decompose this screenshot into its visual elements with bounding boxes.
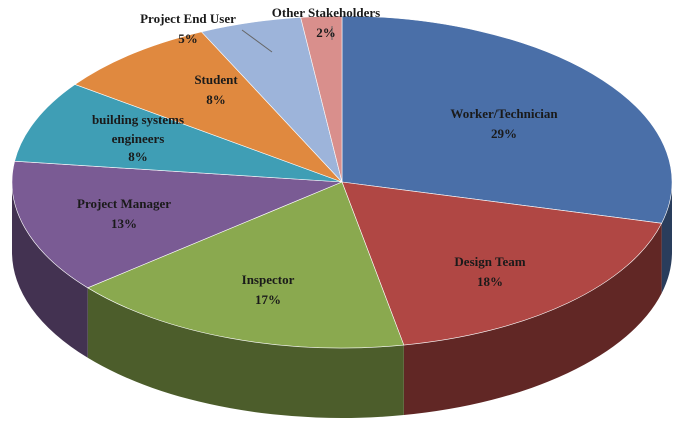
slice-side-inspector: [87, 287, 404, 418]
slice-value-label: 13%: [111, 216, 137, 231]
slice-building-systems-engineers: [14, 84, 343, 183]
slice-label-text: Student: [194, 72, 238, 87]
leader-line-project-end-user: [241, 29, 273, 53]
slice-label-inspector: Inspector 17%: [242, 272, 295, 307]
slice-project-manager: [11, 160, 343, 289]
slice-label-project-manager: Project Manager 13%: [77, 196, 171, 231]
slice-label-other-stakeholders: Other Stakeholders 2%: [272, 5, 380, 40]
leader-lines: [241, 26, 333, 53]
slice-label-text: Worker/Technician: [450, 106, 558, 121]
slice-side-worker-technician: [661, 182, 672, 294]
slice-value-label: 17%: [255, 292, 281, 307]
slice-side-project-manager: [12, 182, 88, 358]
slice-label-student: Student 8%: [194, 72, 238, 107]
pie-slices: [11, 15, 673, 349]
slice-label-building-systems-engineers: building systems engineers 8%: [92, 112, 184, 164]
slice-value-label: 8%: [128, 149, 148, 164]
slice-value-label: 29%: [491, 126, 517, 141]
pie-sides: [12, 182, 672, 418]
slice-label-text: Project End User: [140, 11, 236, 26]
slice-label-text: Other Stakeholders: [272, 5, 380, 20]
slice-value-label: 18%: [477, 274, 503, 289]
slice-label-text: building systems: [92, 112, 184, 127]
slice-other-stakeholders: [300, 15, 343, 183]
slice-worker-technician: [341, 15, 673, 224]
slice-label-text: engineers: [112, 131, 165, 146]
slice-label-text: Inspector: [242, 272, 295, 287]
slice-value-label: 2%: [316, 25, 336, 40]
slice-label-design-team: Design Team 18%: [454, 254, 525, 289]
slice-label-text: Project Manager: [77, 196, 171, 211]
slice-label-text: Design Team: [454, 254, 525, 269]
slice-label-worker-technician: Worker/Technician 29%: [450, 106, 558, 141]
slice-value-label: 8%: [206, 92, 226, 107]
slice-value-label: 5%: [178, 31, 198, 46]
slice-student: [74, 31, 343, 183]
slice-side-design-team: [403, 223, 662, 416]
slice-inspector: [87, 181, 405, 349]
slice-design-team: [341, 181, 663, 346]
slice-label-project-end-user: Project End User 5%: [140, 11, 236, 46]
slice-labels: Worker/Technician 29% Design Team 18% Inspec…: [77, 5, 558, 307]
